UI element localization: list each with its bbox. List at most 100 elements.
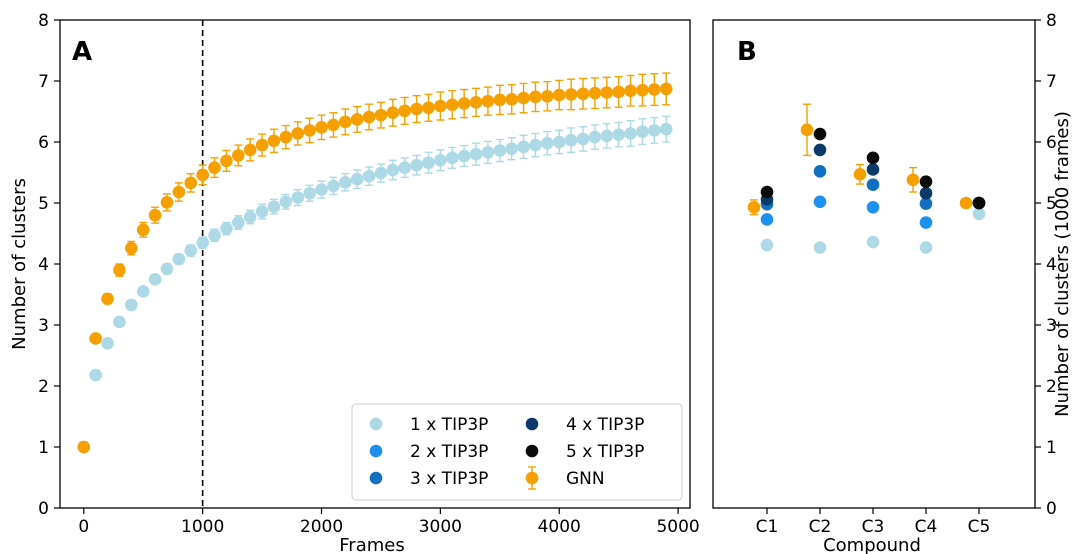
tip2-point (919, 216, 933, 229)
tip1-point (398, 161, 412, 174)
tip1-point (600, 129, 614, 143)
gnn-point (220, 154, 233, 168)
tip1-point (866, 235, 880, 249)
tip1-point (374, 166, 388, 180)
tip1-point (813, 241, 827, 254)
panel-a-marks (77, 72, 673, 454)
gnn-point (552, 88, 566, 102)
gnn-point (457, 97, 471, 110)
panel-b-frame (712, 19, 1036, 509)
tip1-point (481, 146, 495, 159)
tip1-point (208, 229, 221, 242)
tip1-point (350, 172, 364, 186)
category-label: C4 (915, 517, 938, 537)
x-tick-label: 2000 (300, 517, 343, 537)
tip1-point (552, 135, 566, 149)
tip1-point (338, 175, 352, 189)
tip1-point (636, 125, 649, 138)
legend-marker (369, 417, 383, 431)
panel-a-xlabel: Frames (339, 535, 404, 554)
tip1-point (101, 337, 114, 350)
y-tick-label: 8 (1046, 11, 1057, 31)
gnn-point (267, 134, 281, 148)
gnn-point (853, 168, 867, 181)
tip1-point (469, 147, 483, 161)
gnn-point (374, 108, 388, 122)
tip1-point (184, 244, 198, 257)
gnn-point (398, 104, 412, 118)
legend-marker (525, 417, 539, 431)
gnn-point (315, 121, 328, 134)
tip1-point (291, 191, 305, 204)
legend-marker (369, 471, 383, 485)
gnn-point (303, 124, 316, 137)
legend-marker (525, 444, 539, 458)
gnn-point (196, 168, 209, 182)
tip1-point (160, 262, 174, 276)
tip1-point (220, 222, 233, 235)
y-tick-label: 6 (1046, 133, 1057, 153)
legend-marker (369, 444, 383, 458)
tip1-point (457, 149, 471, 163)
gnn-point (648, 83, 661, 96)
y-tick-label: 2 (38, 377, 49, 397)
gnn-point (279, 130, 293, 144)
y-tick-label: 4 (38, 255, 49, 275)
gnn-point (624, 84, 637, 98)
gnn-point (517, 91, 530, 105)
gnn-point (101, 292, 114, 306)
legend-label: 3 x TIP3P (410, 469, 488, 489)
tip1-point (529, 138, 542, 152)
tip4-point (919, 186, 933, 200)
tip1-point (564, 133, 578, 147)
tip1-point (255, 205, 269, 218)
y-tick-label: 2 (1046, 377, 1057, 397)
tip1-point (541, 136, 554, 150)
gnn-point (564, 88, 578, 101)
tip1-point (386, 163, 400, 177)
tip1-point (113, 315, 126, 329)
gnn-point (588, 86, 602, 100)
gnn-point (959, 196, 973, 210)
legend-items: 1 x TIP3P 2 x TIP3P 3 x TIP3P 4 x TIP3P 5 x … (369, 415, 644, 490)
y-tick-label: 4 (1046, 255, 1057, 275)
gnn-point (445, 98, 459, 112)
y-tick-label: 0 (1046, 499, 1057, 519)
tip5-point (919, 175, 933, 188)
panel-b-ylabel: Number of clusters (1000 frames) (1052, 111, 1073, 417)
gnn-point (612, 85, 625, 99)
legend-label: 4 x TIP3P (566, 415, 644, 435)
gnn-point (89, 332, 102, 345)
y-tick-label: 7 (38, 72, 49, 92)
gnn-point (327, 118, 340, 132)
panel-a-ylabel: Number of clusters (9, 178, 30, 350)
panel-b-xlabel: Compound (823, 535, 921, 554)
gnn-point (800, 123, 814, 137)
gnn-point (747, 200, 761, 214)
legend-label: 1 x TIP3P (410, 415, 488, 435)
tip2-point (866, 200, 880, 214)
tip1-point (362, 169, 376, 183)
legend: 1 x TIP3P 2 x TIP3P 3 x TIP3P 4 x TIP3P 5 x … (351, 403, 683, 501)
y-tick-label: 3 (1046, 316, 1057, 336)
legend-label: GNN (566, 469, 605, 489)
tip3-point (866, 178, 880, 191)
legend-label: 5 x TIP3P (566, 442, 644, 462)
tip2-point (760, 213, 774, 226)
tip1-point (148, 272, 162, 286)
panel-a-letter: A (72, 37, 92, 67)
tip1-point (327, 179, 340, 193)
y-tick-label: 6 (38, 133, 49, 153)
tip1-point (576, 132, 590, 146)
x-tick-label: 0 (78, 517, 89, 537)
category-label: C5 (968, 517, 991, 537)
tip1-point (136, 285, 150, 298)
gnn-point (434, 99, 447, 113)
gnn-point (362, 110, 376, 124)
panel-a-ticks: 0 1000 2000 3000 4000 5000 0 1 2 3 4 5 6 7 8 (38, 11, 700, 537)
gnn-point (125, 241, 138, 255)
tip5-point (760, 185, 774, 199)
gnn-point (576, 87, 590, 101)
tip1-point (445, 151, 459, 165)
